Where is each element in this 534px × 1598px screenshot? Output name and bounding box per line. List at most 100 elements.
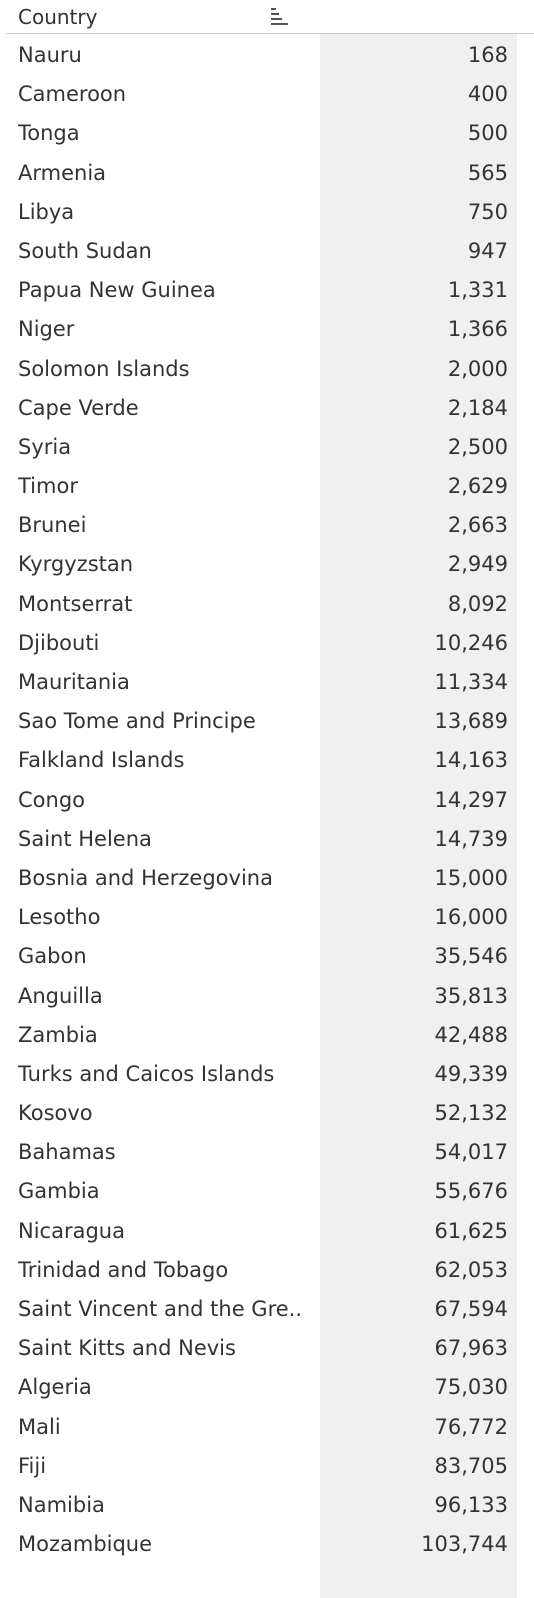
table-row[interactable]: Saint Helena 14,739 <box>0 819 534 858</box>
table-row[interactable]: Mali 76,772 <box>0 1407 534 1446</box>
table-row[interactable]: Djibouti 10,246 <box>0 623 534 662</box>
value-cell: 400 <box>467 82 508 107</box>
table-row[interactable]: Tonga 500 <box>0 113 534 152</box>
value-cell: 14,297 <box>434 787 508 812</box>
table-row[interactable]: Saint Vincent and the Gre.. 67,594 <box>0 1289 534 1328</box>
country-cell: Niger <box>18 317 75 342</box>
table-row[interactable]: Algeria 75,030 <box>0 1367 534 1406</box>
table-row[interactable]: Turks and Caicos Islands 49,339 <box>0 1054 534 1093</box>
country-cell: Mozambique <box>18 1532 153 1557</box>
value-cell: 2,184 <box>447 395 508 420</box>
table-row[interactable]: Nicaragua 61,625 <box>0 1211 534 1250</box>
value-cell: 2,663 <box>447 513 508 538</box>
table-row[interactable]: Gabon 35,546 <box>0 936 534 975</box>
value-cell: 62,053 <box>434 1257 508 1282</box>
table-row[interactable]: Kosovo 52,132 <box>0 1093 534 1132</box>
table-row[interactable]: Mauritania 11,334 <box>0 662 534 701</box>
value-cell: 2,949 <box>447 552 508 577</box>
country-column-label: Country <box>18 5 98 29</box>
country-cell: Sao Tome and Principe <box>18 709 256 734</box>
table-row[interactable]: Armenia 565 <box>0 153 534 192</box>
table-row[interactable]: Anguilla 35,813 <box>0 976 534 1015</box>
table-row[interactable]: Gambia 55,676 <box>0 1171 534 1210</box>
table-row[interactable]: Kyrgyzstan 2,949 <box>0 544 534 583</box>
table-row[interactable]: Namibia 96,133 <box>0 1485 534 1524</box>
value-cell: 2,500 <box>447 434 508 459</box>
value-cell: 8,092 <box>447 591 508 616</box>
country-cell: Fiji <box>18 1453 47 1478</box>
country-cell: Brunei <box>18 513 87 538</box>
table-row[interactable]: Falkland Islands 14,163 <box>0 740 534 779</box>
sort-descending-icon[interactable] <box>269 6 289 26</box>
table-row[interactable]: Brunei 2,663 <box>0 505 534 544</box>
country-cell: Lesotho <box>18 905 101 930</box>
value-cell: 35,546 <box>434 944 508 969</box>
country-cell: Saint Kitts and Nevis <box>18 1336 236 1361</box>
value-cell: 14,739 <box>434 826 508 851</box>
country-cell: Djibouti <box>18 630 100 655</box>
country-cell: Anguilla <box>18 983 103 1008</box>
value-cell: 14,163 <box>434 748 508 773</box>
column-header: Country <box>6 0 534 34</box>
table-row[interactable]: Sao Tome and Principe 13,689 <box>0 701 534 740</box>
value-cell: 67,963 <box>434 1336 508 1361</box>
value-cell: 55,676 <box>434 1179 508 1204</box>
table-row[interactable]: Lesotho 16,000 <box>0 897 534 936</box>
value-column-background <box>320 34 517 1598</box>
country-cell: Solomon Islands <box>18 356 190 381</box>
table-row[interactable]: Papua New Guinea 1,331 <box>0 270 534 309</box>
table-row[interactable]: Niger 1,366 <box>0 309 534 348</box>
value-cell: 2,629 <box>447 474 508 499</box>
value-cell: 96,133 <box>434 1492 508 1517</box>
table-row[interactable]: Fiji 83,705 <box>0 1446 534 1485</box>
value-cell: 1,331 <box>447 278 508 303</box>
country-cell: Bahamas <box>18 1140 116 1165</box>
table-row[interactable]: Nauru 168 <box>0 35 534 74</box>
table-row[interactable]: Zambia 42,488 <box>0 1015 534 1054</box>
country-cell: Turks and Caicos Islands <box>18 1061 275 1086</box>
table-row[interactable]: Saint Kitts and Nevis 67,963 <box>0 1328 534 1367</box>
table-row[interactable]: Bosnia and Herzegovina 15,000 <box>0 858 534 897</box>
table-row[interactable]: Trinidad and Tobago 62,053 <box>0 1250 534 1289</box>
country-cell: Falkland Islands <box>18 748 185 773</box>
country-cell: Cameroon <box>18 82 127 107</box>
country-cell: Papua New Guinea <box>18 278 216 303</box>
country-cell: Kyrgyzstan <box>18 552 134 577</box>
country-cell: Syria <box>18 434 72 459</box>
value-cell: 83,705 <box>434 1453 508 1478</box>
table-row[interactable]: Cape Verde 2,184 <box>0 388 534 427</box>
table-row[interactable]: Montserrat 8,092 <box>0 584 534 623</box>
country-cell: Namibia <box>18 1492 105 1517</box>
country-cell: Saint Vincent and the Gre.. <box>18 1297 303 1321</box>
table-row[interactable]: South Sudan 947 <box>0 231 534 270</box>
country-cell: Libya <box>18 199 75 224</box>
table-row[interactable]: Solomon Islands 2,000 <box>0 349 534 388</box>
value-cell: 2,000 <box>447 356 508 381</box>
value-cell: 10,246 <box>434 630 508 655</box>
country-cell: Congo <box>18 787 85 812</box>
table-row[interactable]: Libya 750 <box>0 192 534 231</box>
value-cell: 16,000 <box>434 905 508 930</box>
table-row[interactable]: Bahamas 54,017 <box>0 1132 534 1171</box>
value-cell: 61,625 <box>434 1218 508 1243</box>
table-body: Nauru 168 Cameroon 400 Tonga 500 Armenia 565 Lib… <box>0 35 534 1563</box>
country-cell: Armenia <box>18 160 107 185</box>
table-row[interactable]: Timor 2,629 <box>0 466 534 505</box>
country-cell: Tonga <box>18 121 80 146</box>
value-cell: 11,334 <box>434 670 508 694</box>
country-cell: Gambia <box>18 1179 100 1204</box>
value-cell: 49,339 <box>434 1061 508 1086</box>
table-row[interactable]: Syria 2,500 <box>0 427 534 466</box>
value-cell: 103,744 <box>421 1532 508 1557</box>
country-cell: Kosovo <box>18 1101 93 1126</box>
country-cell: Zambia <box>18 1022 98 1047</box>
value-cell: 52,132 <box>434 1101 508 1126</box>
country-cell: Timor <box>18 474 78 499</box>
country-cell: Cape Verde <box>18 395 139 420</box>
country-cell: Nauru <box>18 43 82 67</box>
table-row[interactable]: Mozambique 103,744 <box>0 1524 534 1563</box>
country-cell: Montserrat <box>18 591 133 616</box>
value-cell: 947 <box>467 238 508 263</box>
table-row[interactable]: Congo 14,297 <box>0 780 534 819</box>
table-row[interactable]: Cameroon 400 <box>0 74 534 113</box>
